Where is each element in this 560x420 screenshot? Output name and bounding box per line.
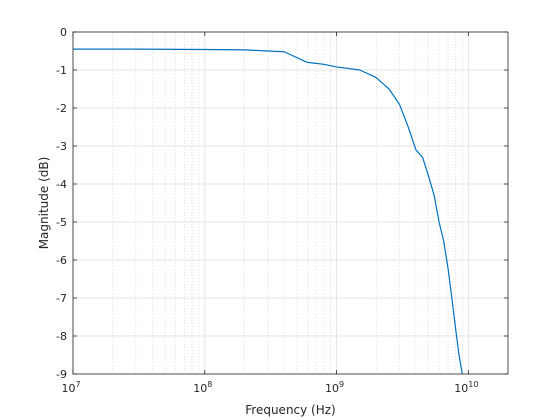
x-tick-label: 109 [325,380,344,395]
y-tick-label: -7 [56,292,67,305]
series-line [73,48,463,375]
y-tick-label: -3 [56,140,67,153]
y-tick-label: -6 [56,254,67,267]
x-tick-labels: 107 108 109 1010 [61,380,478,395]
x-tick-label: 108 [193,380,212,395]
x-tick-label: 1010 [454,380,478,395]
y-tick-label: -9 [56,368,67,381]
x-tick-label: 107 [61,380,80,395]
y-tick-label: -4 [56,178,67,191]
y-tick-label: 0 [60,26,67,39]
plot-area [72,31,509,375]
y-tick-label: -2 [56,102,67,115]
y-tick-label: -8 [56,330,67,343]
minor-grid [112,32,463,374]
y-axis-label: Magnitude (dB) [37,157,51,250]
series-group [73,48,463,375]
y-tick-label: -1 [56,64,67,77]
plot-frame [72,31,509,375]
y-tick-labels: 0 -1 -2 -3 -4 -5 -6 -7 -8 -9 [56,26,67,381]
x-axis-label: Frequency (Hz) [245,403,336,417]
y-tick-label: -5 [56,216,67,229]
plot-background [73,32,508,374]
